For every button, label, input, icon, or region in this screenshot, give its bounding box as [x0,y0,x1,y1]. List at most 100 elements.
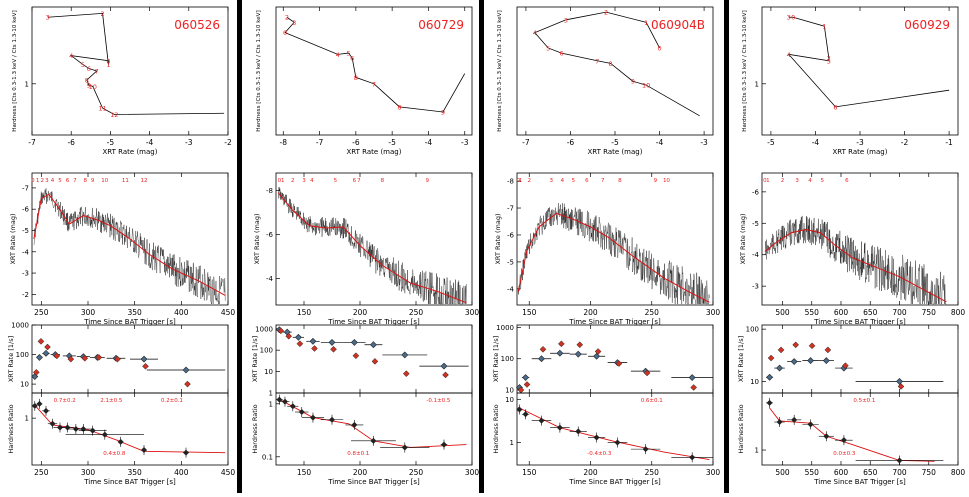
y-tick-label: -7 [507,205,514,213]
y-tick-label: 1 [510,439,514,447]
lightcurve-bin-label: 9 [425,178,429,184]
rate-marker-hard [32,368,40,376]
hardness-point-label: 1 [644,19,648,27]
y-tick-label: -4 [22,248,30,256]
y-axis-label: XRT Rate (mag) [494,213,502,264]
x-tick-label: 750 [922,468,937,477]
rate-marker-hard [615,360,623,367]
y-axis-label: Hardness Ratio [737,404,745,453]
x-tick-label: 450 [221,308,236,317]
hardness-point-label: 6 [87,65,91,73]
hardness-x-axis-label: XRT Rate (mag) [588,148,643,156]
lightcurve-bin-label: 8 [83,178,87,184]
hardness-point-label: 5 [827,57,831,65]
column-divider-1 [237,0,242,493]
y-axis-label: XRT Rate (mag) [253,213,261,264]
lightcurve-bin-label: 6 [66,178,70,184]
lightcurve-bin-label: 3 [550,178,554,184]
x-tick-label: -2 [224,138,232,147]
rate-marker-soft [42,349,50,357]
hardness-point-label: 6 [350,55,354,63]
y-axis-label: XRT Rate (mag) [9,213,17,264]
lightcurve-bin-label: 4 [808,178,812,184]
ratio-marker [117,438,124,445]
lightcurve-data-trace [764,215,947,305]
lightcurve-bin-label: 2 [41,178,45,184]
ratio-marker [89,427,96,434]
ratio-index-label: -0.4±0.3 [587,451,612,457]
lightcurve-x-axis-label: Time Since BAT Trigger [s] [568,318,661,326]
y-tick-label: -6 [22,206,30,214]
ratio-marker [370,437,377,444]
ratio-marker [101,431,108,438]
rate-marker-hard [842,362,849,370]
x-tick-label: -7 [28,138,36,147]
hardness-point-label: 4 [69,52,73,60]
y-tick-label: 1 [25,80,29,88]
ratio-x-axis-label: Time Since BAT Trigger [s] [327,478,420,486]
x-tick-label: 300 [465,308,480,317]
ratio-index-label: 0.4±0.8 [103,451,126,457]
ratio-marker [351,421,358,428]
ratio-marker [766,399,773,406]
x-tick-label: 800 [951,468,966,477]
ratio-marker [896,457,903,464]
hardness-point-label: 9 [631,78,635,86]
lightcurve-bin-label: 0 [278,178,282,184]
x-tick-label: 350 [128,468,143,477]
panel-column-060526: -7 -6 -5 -4 -3 -2 XRT Rate (mag) Hardness [Cts … [7,6,236,486]
x-tick-label: 500 [775,308,790,317]
rate-marker-hard [558,340,565,348]
y-tick-label: 1 [755,447,759,455]
hardness-x-axis-label: XRT Rate (mag) [347,148,402,156]
hardness-point-label: 7 [372,80,376,88]
x-tick-label: 800 [951,308,966,317]
lightcurve-bin-label: 7 [357,178,361,184]
ratio-marker [329,416,335,423]
x-tick-label: 750 [922,308,937,317]
rate-marker-hard [539,345,547,353]
hardness-point-label: 0 [791,14,795,22]
rate-marker-soft [182,366,190,374]
y-axis-label: Hardness [Cts 0.3-1.3 keV / Cts 1.3-10 k… [256,10,262,131]
y-axis-label: Hardness Ratio [492,404,500,453]
rate-marker-hard [67,355,75,363]
y-tick-label: -4 [752,251,760,259]
y-tick-label: 10 [505,396,514,404]
y-tick-label: -8 [507,178,514,186]
y-axis-label: Hardness Ratio [251,404,259,453]
hardness-point-label: 9 [441,108,445,116]
ratio-marker [823,433,830,440]
lightcurve-bin-label: 7 [601,178,605,184]
y-tick-label: 100 [16,351,29,359]
rate-marker-soft [766,373,774,381]
ratio-marker [575,428,582,435]
hardness-point-label: 0 [657,44,661,52]
ratio-marker [276,396,283,403]
rate-marker-hard [371,358,379,365]
ratio-x-axis-label: Time Since BAT Trigger [s] [568,478,661,486]
grb-title: 060526 [174,18,220,32]
ratio-slope-label: 0.6±0.1 [641,398,663,404]
rate-marker-hard [311,345,318,352]
hardness-point-label: 2 [100,10,104,18]
rate-marker-soft [328,339,336,346]
panel-column-060904B: -7 -6 -5 -4 -3 XRT Rate (mag) Hardness [Cts 0.… [492,6,720,486]
x-tick-label: -3 [461,138,469,147]
lightcurve-data-trace [518,202,710,305]
y-tick-label: 1000 [11,322,29,330]
y-axis-label: XRT Rate (mag) [739,213,747,264]
hardness-point-label: 10 [642,82,650,90]
x-tick-label: 150 [522,468,537,477]
x-tick-label: 650 [863,468,878,477]
lightcurve-bin-label: 3 [45,178,49,184]
rate-marker-hard [442,371,449,379]
rate-marker-hard [402,370,410,378]
ratio-plot-frame [275,392,473,466]
ratio-marker [516,406,523,413]
lightcurve-bin-label: 11 [122,178,129,184]
hardness-point-label: 5 [546,44,550,52]
x-tick-label: 550 [805,308,820,317]
y-tick-label: -6 [507,231,515,239]
